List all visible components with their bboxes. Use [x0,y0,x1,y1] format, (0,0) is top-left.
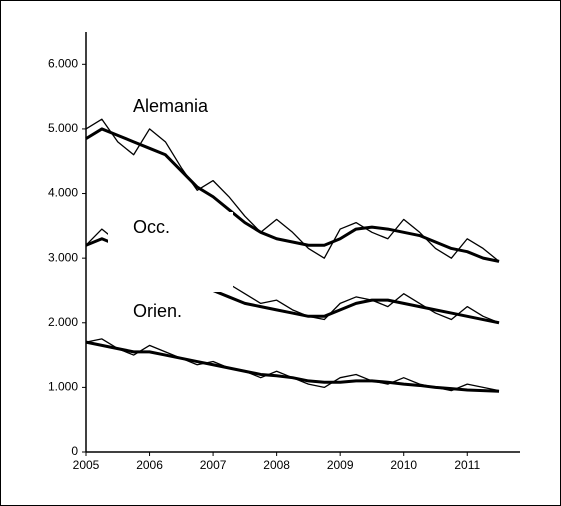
x-tick-label: 2011 [454,458,480,472]
y-tick-label: 4.000 [48,186,78,200]
trend-line [85,340,500,393]
y-tick-label: 1.000 [48,380,78,394]
x-tick-label: 2007 [200,458,227,472]
x-tick-label: 2006 [136,458,163,472]
series-label: Alemania [133,96,209,116]
x-tick-label: 2005 [73,458,100,472]
y-tick-label: 3.000 [48,250,78,264]
y-tick-label: 6.000 [48,56,78,70]
series-label: Orien. [133,301,182,321]
series-label: Occ. [133,217,170,237]
x-tick-label: 2008 [263,458,290,472]
x-tick-label: 2009 [327,458,354,472]
y-tick-label: 5.000 [48,121,78,135]
raw-line [85,118,500,262]
x-tick-label: 2010 [390,458,417,472]
y-tick-label: 2.000 [48,315,78,329]
trend-line [85,127,500,263]
y-tick-label: 0 [71,444,78,458]
label-mask [108,212,233,292]
